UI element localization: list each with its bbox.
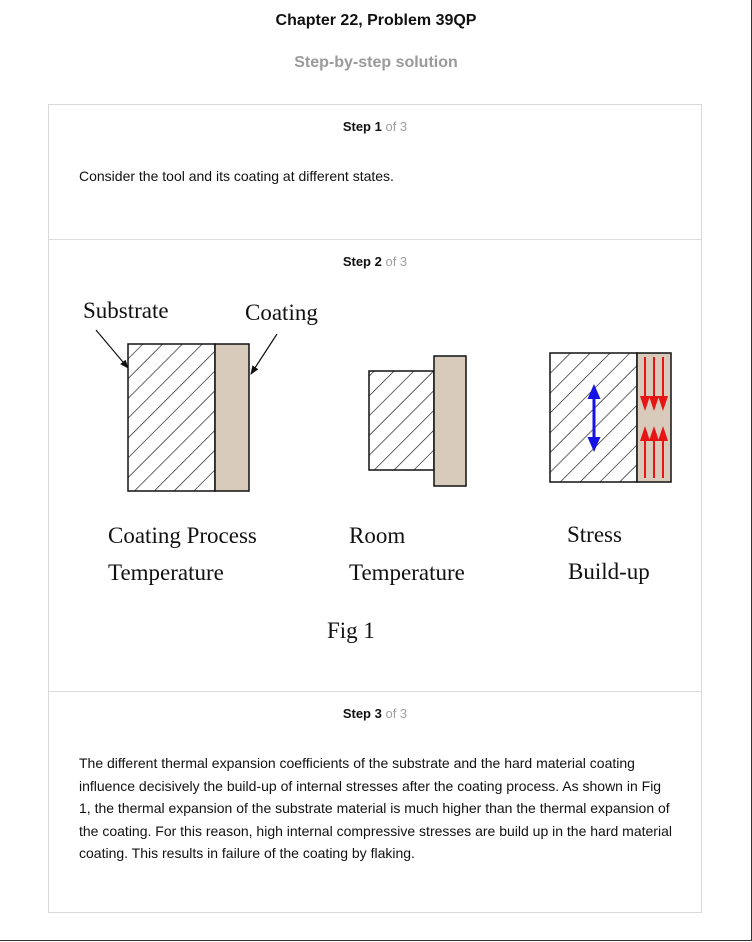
substrate-block-2 — [368, 370, 435, 471]
step-2-label: Step 2 — [342, 254, 382, 269]
step-3-header: Step 3 of 3 — [49, 706, 701, 721]
step-1-of: of 3 — [385, 119, 408, 134]
coating-compression-arrows — [640, 357, 668, 478]
step-1: Step 1 of 3 Consider the tool and its co… — [49, 105, 701, 239]
caption-stress-line2: Build-up — [568, 559, 650, 584]
coating-block-1 — [214, 343, 250, 492]
page-title: Chapter 22, Problem 39QP — [275, 12, 477, 29]
step-3-text: The different thermal expansion coeffici… — [79, 755, 672, 861]
page-subtitle: Step-by-step solution — [294, 54, 458, 71]
step-2: Step 2 of 3 Substrate Coating — [49, 239, 701, 692]
step-1-header: Step 1 of 3 — [49, 119, 701, 134]
substrate-block-1 — [127, 343, 216, 492]
caption-stress-line1: Stress — [567, 522, 622, 547]
step-3-of: of 3 — [385, 706, 408, 721]
step-3-label: Step 3 — [342, 706, 382, 721]
step-2-header: Step 2 of 3 — [49, 254, 701, 269]
label-substrate: Substrate — [83, 298, 169, 323]
step-1-text: Consider the tool and its coating at dif… — [79, 168, 394, 184]
solution-steps: Step 1 of 3 Consider the tool and its co… — [48, 104, 702, 913]
step-2-of: of 3 — [385, 254, 408, 269]
caption-room-line2: Temperature — [349, 560, 465, 585]
caption-coating-process-line2: Temperature — [108, 560, 224, 585]
figure-label: Fig 1 — [327, 618, 375, 643]
substrate-expansion-arrow — [587, 384, 601, 452]
coating-block-2 — [433, 355, 467, 487]
caption-room-line1: Room — [349, 523, 405, 548]
label-coating: Coating — [245, 300, 318, 325]
coating-leader-arrow — [250, 333, 278, 375]
caption-coating-process-line1: Coating Process — [108, 523, 257, 548]
step-1-label: Step 1 — [342, 119, 382, 134]
substrate-leader-arrow — [95, 329, 129, 369]
fig-1-diagram: Substrate Coating — [83, 298, 672, 643]
step-3: Step 3 of 3 The different thermal expans… — [49, 691, 701, 913]
